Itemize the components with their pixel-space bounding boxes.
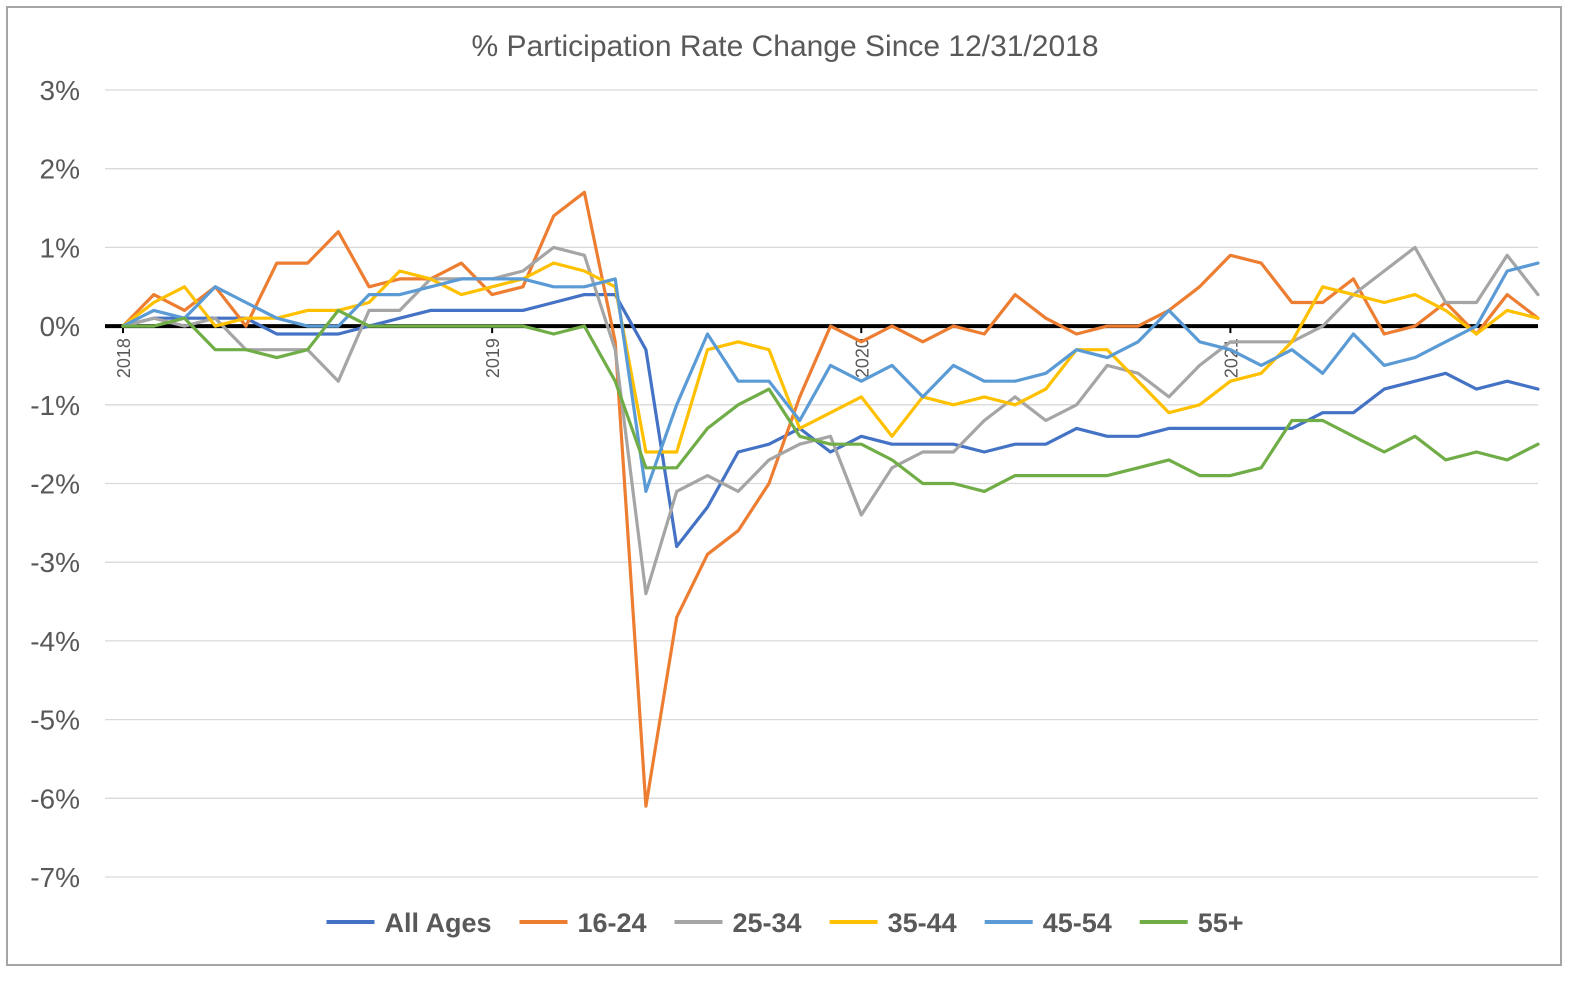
y-tick-label: 1%: [40, 232, 80, 263]
y-tick-label: 0%: [40, 311, 80, 342]
y-tick-label: -7%: [30, 862, 80, 893]
legend-label: All Ages: [385, 908, 492, 938]
y-tick-label: -6%: [30, 783, 80, 814]
y-tick-label: -4%: [30, 626, 80, 657]
y-axis-labels: 3% 2% 1% 0% -1% -2% -3% -4% -5% -6% -7%: [30, 75, 80, 893]
legend-label: 35-44: [888, 908, 957, 938]
legend-item: 25-34: [674, 908, 802, 938]
y-tick-label: -5%: [30, 705, 80, 736]
legend-item: 35-44: [829, 908, 957, 938]
series-line-all-ages: [121, 293, 1540, 549]
legend-label: 55+: [1198, 908, 1244, 938]
y-tick-label: 3%: [40, 75, 80, 106]
gridlines: [105, 89, 1538, 878]
series-line-45-54: [121, 261, 1540, 493]
legend-item: All Ages: [326, 908, 492, 938]
chart-frame: [6, 6, 1562, 966]
x-tick-label: 2019: [483, 338, 503, 378]
y-tick-label: -3%: [30, 547, 80, 578]
y-tick-label: -1%: [30, 390, 80, 421]
series-line-55-: [121, 308, 1540, 493]
chart-title: % Participation Rate Change Since 12/31/…: [471, 30, 1098, 63]
x-tick-label: 2021: [1221, 338, 1241, 378]
legend-item: 45-54: [984, 908, 1112, 938]
series-lines: [121, 190, 1540, 808]
y-tick-label: -2%: [30, 469, 80, 500]
y-tick-label: 2%: [40, 154, 80, 185]
legend-label: 25-34: [733, 908, 802, 938]
legend: All Ages 16-24 25-34 35-44 45-54 55+: [326, 908, 1244, 938]
series-line-16-24: [121, 190, 1540, 808]
x-tick-label: 2018: [114, 338, 134, 378]
legend-item: 55+: [1139, 908, 1244, 938]
legend-label: 45-54: [1043, 908, 1112, 938]
legend-label: 16-24: [578, 908, 647, 938]
series-line-25-34: [121, 245, 1540, 596]
x-tick-label: 2020: [852, 338, 872, 378]
legend-item: 16-24: [519, 908, 647, 938]
